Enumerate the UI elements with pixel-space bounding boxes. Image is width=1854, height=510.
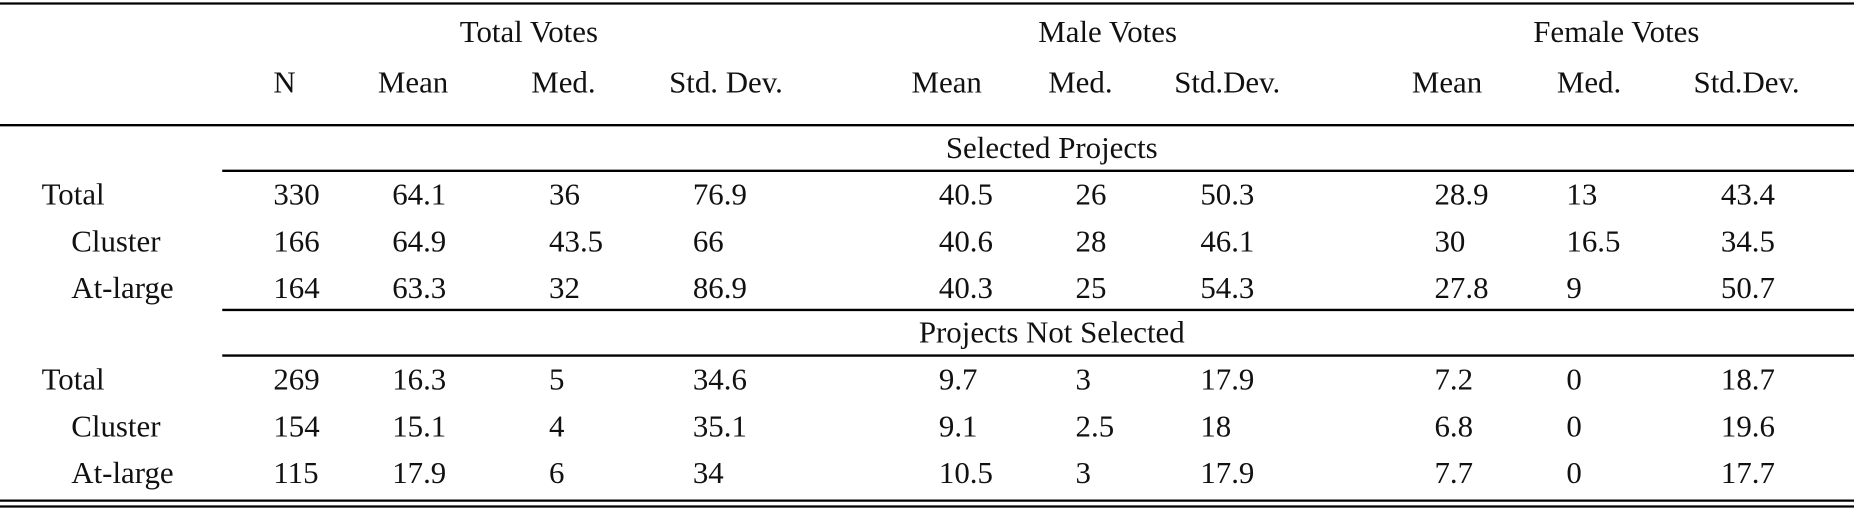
cell: 28 xyxy=(1076,225,1107,259)
cell: 115 xyxy=(273,456,318,490)
cell: 9.7 xyxy=(939,363,978,397)
cell: 27.8 xyxy=(1434,271,1488,305)
cell: 34 xyxy=(693,456,724,490)
cell: 50.7 xyxy=(1721,271,1775,305)
cell: 10.5 xyxy=(939,456,993,490)
row-label: At-large xyxy=(71,456,173,490)
cell: 17.9 xyxy=(392,456,446,490)
cell: 269 xyxy=(273,363,319,397)
cell: 16.5 xyxy=(1566,225,1620,259)
cell: 0 xyxy=(1566,409,1581,443)
column-header: Std.Dev. xyxy=(1694,66,1800,100)
cell: 34.6 xyxy=(693,363,747,397)
cell: 63.3 xyxy=(392,271,446,305)
cell: 64.1 xyxy=(392,178,446,212)
cell: 17.7 xyxy=(1721,456,1775,490)
cell: 15.1 xyxy=(392,409,446,443)
cell: 17.9 xyxy=(1200,363,1254,397)
section-title: Projects Not Selected xyxy=(919,316,1185,350)
cell: 40.5 xyxy=(939,178,993,212)
cell: 32 xyxy=(549,271,580,305)
cell: 26 xyxy=(1076,178,1107,212)
cell: 16.3 xyxy=(392,363,446,397)
cell: 30 xyxy=(1434,225,1465,259)
column-header: N xyxy=(273,66,295,100)
row-label: Cluster xyxy=(71,409,160,443)
cell: 46.1 xyxy=(1200,225,1254,259)
cell: 0 xyxy=(1566,456,1581,490)
group-header: Female Votes xyxy=(1533,15,1699,49)
cell: 50.3 xyxy=(1200,178,1254,212)
column-header: Med. xyxy=(1048,66,1112,100)
cell: 2.5 xyxy=(1076,409,1115,443)
cell: 28.9 xyxy=(1434,178,1488,212)
cell: 9.1 xyxy=(939,409,978,443)
row-label: At-large xyxy=(71,271,173,305)
column-header: Med. xyxy=(531,66,595,100)
cell: 5 xyxy=(549,363,564,397)
cell: 86.9 xyxy=(693,271,747,305)
row-label: Total xyxy=(42,178,105,212)
cell: 36 xyxy=(549,178,580,212)
cell: 164 xyxy=(273,271,319,305)
cell: 7.7 xyxy=(1434,456,1473,490)
group-header: Total Votes xyxy=(460,15,598,49)
cell: 25 xyxy=(1076,271,1107,305)
cell: 17.9 xyxy=(1200,456,1254,490)
cell: 35.1 xyxy=(693,409,747,443)
group-header: Male Votes xyxy=(1038,15,1177,49)
column-header: Med. xyxy=(1557,66,1621,100)
cell: 19.6 xyxy=(1721,409,1775,443)
cell: 18 xyxy=(1200,409,1231,443)
cell: 4 xyxy=(549,409,564,443)
cell: 40.6 xyxy=(939,225,993,259)
cell: 40.3 xyxy=(939,271,993,305)
cell: 18.7 xyxy=(1721,363,1775,397)
cell: 6.8 xyxy=(1434,409,1473,443)
row-label: Total xyxy=(42,363,105,397)
column-header: Std. Dev. xyxy=(669,66,783,100)
cell: 7.2 xyxy=(1434,363,1473,397)
column-header: Mean xyxy=(1412,66,1482,100)
cell: 76.9 xyxy=(693,178,747,212)
cell: 34.5 xyxy=(1721,225,1775,259)
column-header: Mean xyxy=(378,66,448,100)
cell: 3 xyxy=(1076,456,1091,490)
cell: 154 xyxy=(273,409,319,443)
cell: 6 xyxy=(549,456,564,490)
column-header: Std.Dev. xyxy=(1174,66,1280,100)
section-title: Selected Projects xyxy=(946,131,1158,165)
cell: 64.9 xyxy=(392,225,446,259)
cell: 0 xyxy=(1566,363,1581,397)
cell: 54.3 xyxy=(1200,271,1254,305)
cell: 43.4 xyxy=(1721,178,1775,212)
cell: 330 xyxy=(273,178,319,212)
cell: 166 xyxy=(273,225,319,259)
cell: 43.5 xyxy=(549,225,603,259)
cell: 3 xyxy=(1076,363,1091,397)
column-header: Mean xyxy=(912,66,982,100)
row-label: Cluster xyxy=(71,225,160,259)
cell: 66 xyxy=(693,225,724,259)
cell: 9 xyxy=(1566,271,1581,305)
cell: 13 xyxy=(1566,178,1597,212)
